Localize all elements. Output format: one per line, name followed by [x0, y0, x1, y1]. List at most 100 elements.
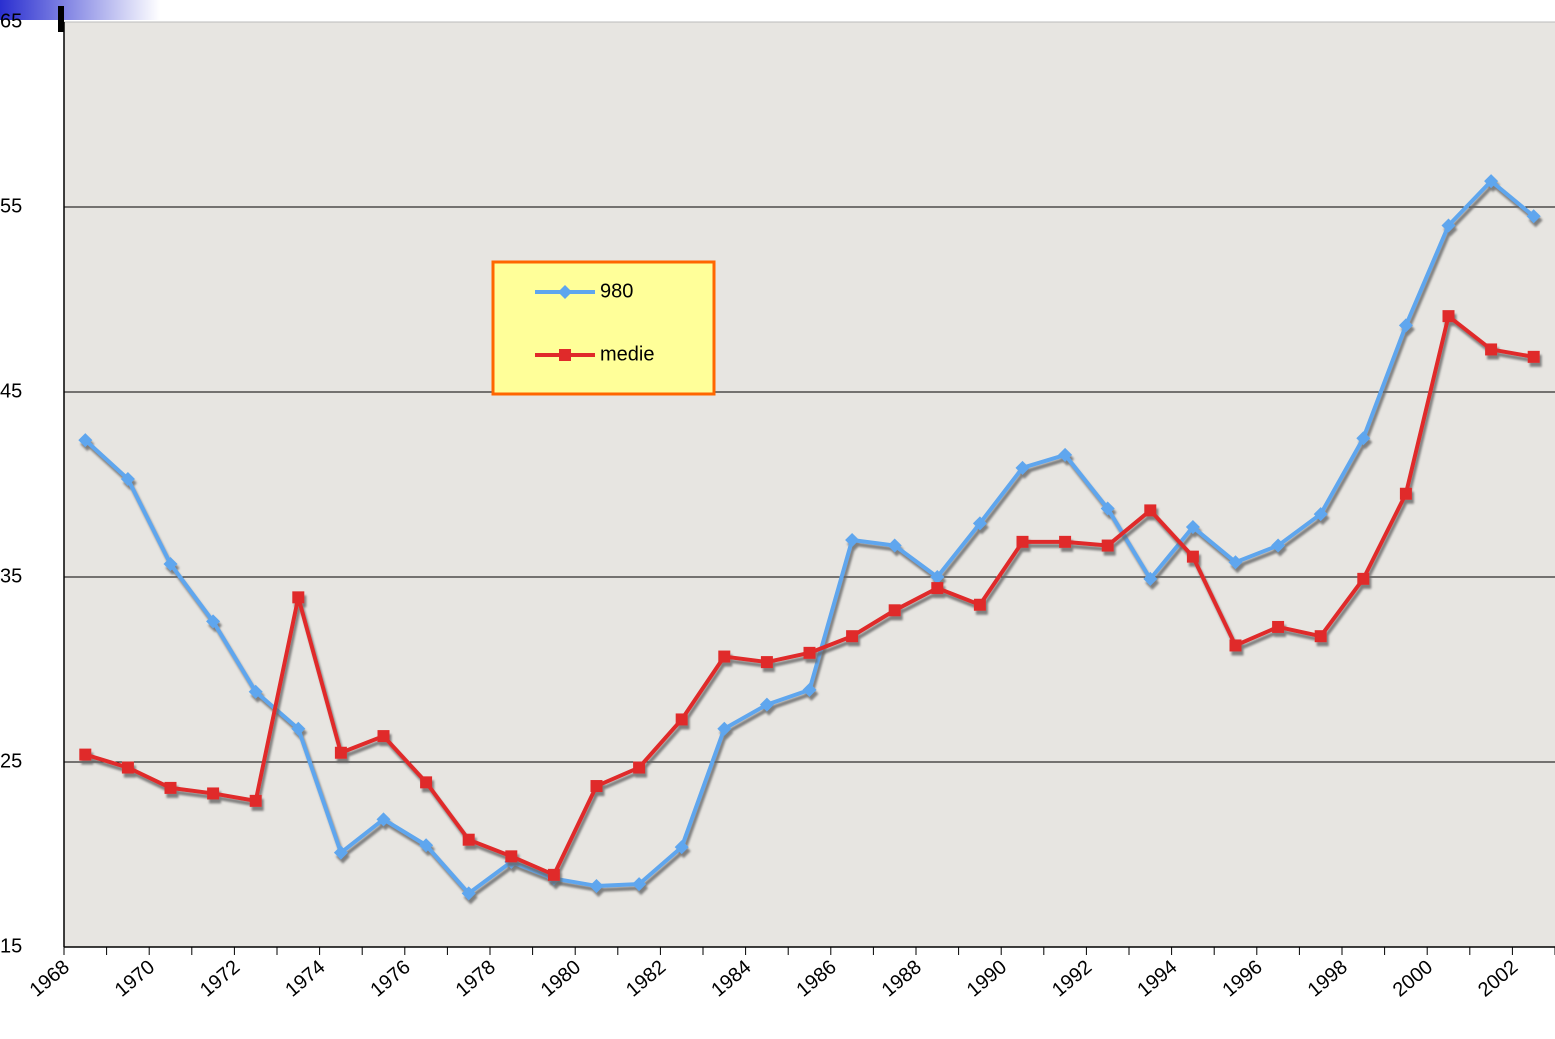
legend-box: [491, 260, 716, 396]
legend-label: 980: [600, 280, 633, 302]
corner-bar: [58, 6, 64, 32]
data-point: [633, 761, 646, 774]
x-tick-label: 2000: [1389, 956, 1437, 1001]
data-point: [1058, 447, 1073, 462]
data-point: [1229, 639, 1242, 652]
data-point: [1526, 209, 1541, 224]
data-point: [1442, 310, 1455, 323]
corner-decoration: [0, 0, 160, 20]
data-point: [292, 591, 305, 604]
data-point: [674, 840, 689, 855]
data-point: [717, 721, 732, 736]
data-point: [333, 845, 348, 860]
data-point: [1527, 350, 1540, 363]
data-point: [632, 877, 647, 892]
y-tick-label: 55: [0, 195, 22, 217]
data-point: [590, 780, 603, 793]
data-point: [973, 598, 986, 611]
x-tick-label: 1992: [1048, 956, 1096, 1001]
x-tick-label: 1978: [452, 956, 500, 1001]
x-tick-label: 1972: [196, 956, 244, 1001]
data-point: [1016, 535, 1029, 548]
data-point: [1484, 174, 1499, 189]
data-point: [589, 878, 604, 893]
data-point: [846, 630, 859, 643]
x-tick-label: 1976: [366, 956, 414, 1001]
x-tick-label: 1994: [1133, 956, 1181, 1001]
data-point: [249, 794, 262, 807]
data-point: [1144, 504, 1157, 517]
data-point: [1271, 538, 1286, 553]
x-tick-label: 1990: [963, 956, 1011, 1001]
data-point: [931, 582, 944, 595]
y-tick-label: 65: [0, 10, 22, 32]
plot-area: [64, 22, 1555, 947]
data-point: [164, 781, 177, 794]
data-point: [759, 697, 774, 712]
x-tick-label: 1988: [878, 956, 926, 1001]
data-point: [675, 713, 688, 726]
data-point: [930, 570, 945, 584]
data-point: [1398, 318, 1413, 333]
data-point: [1100, 501, 1115, 516]
data-point: [334, 746, 347, 759]
data-point: [121, 761, 134, 774]
data-point: [888, 604, 901, 617]
data-point: [420, 776, 433, 789]
data-point: [1228, 555, 1243, 570]
y-tick-label: 35: [0, 565, 22, 587]
data-point: [1186, 550, 1199, 563]
x-tick-label: 1996: [1218, 956, 1266, 1001]
data-point: [376, 812, 391, 827]
data-point: [248, 684, 263, 699]
data-point: [120, 471, 135, 486]
x-tick-label: 1998: [1304, 956, 1352, 1001]
data-point: [1185, 520, 1200, 535]
data-point: [1059, 535, 1072, 548]
data-point: [1313, 507, 1328, 522]
data-point: [1485, 343, 1498, 356]
x-tick-label: 1980: [537, 956, 585, 1001]
data-point: [78, 433, 93, 448]
data-point: [1399, 487, 1412, 500]
data-point: [558, 285, 572, 299]
data-point: [291, 721, 306, 736]
data-point: [972, 516, 987, 531]
legend-label: medie: [600, 343, 654, 365]
data-point: [207, 787, 220, 800]
data-point: [1015, 460, 1030, 475]
data-point: [547, 868, 560, 881]
data-point: [163, 557, 178, 572]
data-point: [1143, 571, 1158, 586]
data-point: [1101, 539, 1114, 552]
series: [78, 174, 1541, 901]
data-point: [887, 538, 902, 553]
x-tick-label: 1968: [26, 956, 74, 1001]
data-point: [718, 650, 731, 663]
data-point: [461, 886, 476, 901]
data-point: [845, 533, 860, 547]
data-point: [462, 833, 475, 846]
data-point: [760, 656, 773, 669]
x-tick-label: 1984: [707, 956, 755, 1001]
data-point: [1357, 572, 1370, 585]
data-point: [1314, 630, 1327, 643]
data-point: [419, 838, 434, 853]
y-tick-label: 25: [0, 750, 22, 772]
data-point: [505, 850, 518, 863]
data-point: [79, 748, 92, 761]
y-tick-label: 45: [0, 380, 22, 402]
data-point: [1441, 218, 1456, 233]
series: [79, 310, 1540, 881]
data-point: [559, 349, 571, 361]
x-tick-label: 1974: [281, 956, 329, 1001]
data-point: [206, 614, 221, 629]
x-tick-label: 1982: [622, 956, 670, 1001]
data-point: [803, 646, 816, 659]
data-point: [802, 682, 817, 697]
data-point: [1356, 431, 1371, 446]
x-tick-label: 1986: [792, 956, 840, 1001]
x-tick-label: 1970: [111, 956, 159, 1001]
data-point: [377, 730, 390, 743]
